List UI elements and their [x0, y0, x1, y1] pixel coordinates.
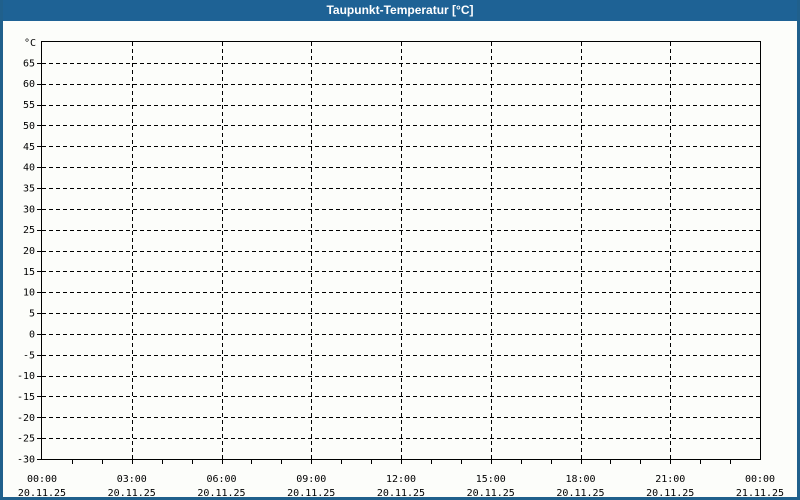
- y-axis-label: 55: [23, 100, 35, 111]
- y-axis-label: 65: [23, 58, 35, 69]
- y-axis-label: 35: [23, 183, 35, 194]
- y-axis-label: 40: [23, 163, 35, 174]
- y-axis-label: 60: [23, 79, 35, 90]
- y-axis-label: 10: [23, 288, 35, 299]
- x-axis-date-label: 20.11.25: [377, 488, 425, 499]
- y-axis-label: -10: [17, 371, 35, 382]
- y-axis-label: 50: [23, 121, 35, 132]
- y-axis-label: -25: [17, 434, 35, 445]
- y-axis-label: 0: [29, 329, 35, 340]
- window-titlebar: Taupunkt-Temperatur [°C]: [0, 0, 800, 21]
- x-axis-time-label: 18:00: [565, 474, 595, 485]
- y-axis-label: 5: [29, 309, 35, 320]
- window-title: Taupunkt-Temperatur [°C]: [326, 3, 474, 17]
- x-axis-date-label: 20.11.25: [287, 488, 335, 499]
- x-axis-date-label: 20.11.25: [18, 488, 66, 499]
- y-axis-label: 45: [23, 142, 35, 153]
- x-axis-date-label: 20.11.25: [108, 488, 156, 499]
- y-axis-label: -30: [17, 455, 35, 466]
- x-axis-time-label: 21:00: [655, 474, 685, 485]
- x-axis-time-label: 15:00: [476, 474, 506, 485]
- x-axis-time-label: 00:00: [745, 474, 775, 485]
- x-axis-time-label: 06:00: [206, 474, 236, 485]
- y-axis-unit-label: °C: [24, 38, 36, 49]
- x-axis-time-label: 03:00: [117, 474, 147, 485]
- x-axis-date-label: 20.11.25: [467, 488, 515, 499]
- x-axis-date-label: 20.11.25: [556, 488, 604, 499]
- x-axis-time-label: 09:00: [296, 474, 326, 485]
- x-axis-time-label: 00:00: [27, 474, 57, 485]
- y-axis-label: -15: [17, 392, 35, 403]
- x-axis-time-label: 12:00: [386, 474, 416, 485]
- y-axis-label: 15: [23, 267, 35, 278]
- y-axis-label: 20: [23, 246, 35, 257]
- x-axis-date-label: 20.11.25: [646, 488, 694, 499]
- y-axis-label: 25: [23, 225, 35, 236]
- x-axis-date-label: 21.11.25: [736, 488, 784, 499]
- y-axis-label: -20: [17, 413, 35, 424]
- y-axis-label: 30: [23, 204, 35, 215]
- y-axis-label: -5: [23, 350, 35, 361]
- x-axis-date-label: 20.11.25: [197, 488, 245, 499]
